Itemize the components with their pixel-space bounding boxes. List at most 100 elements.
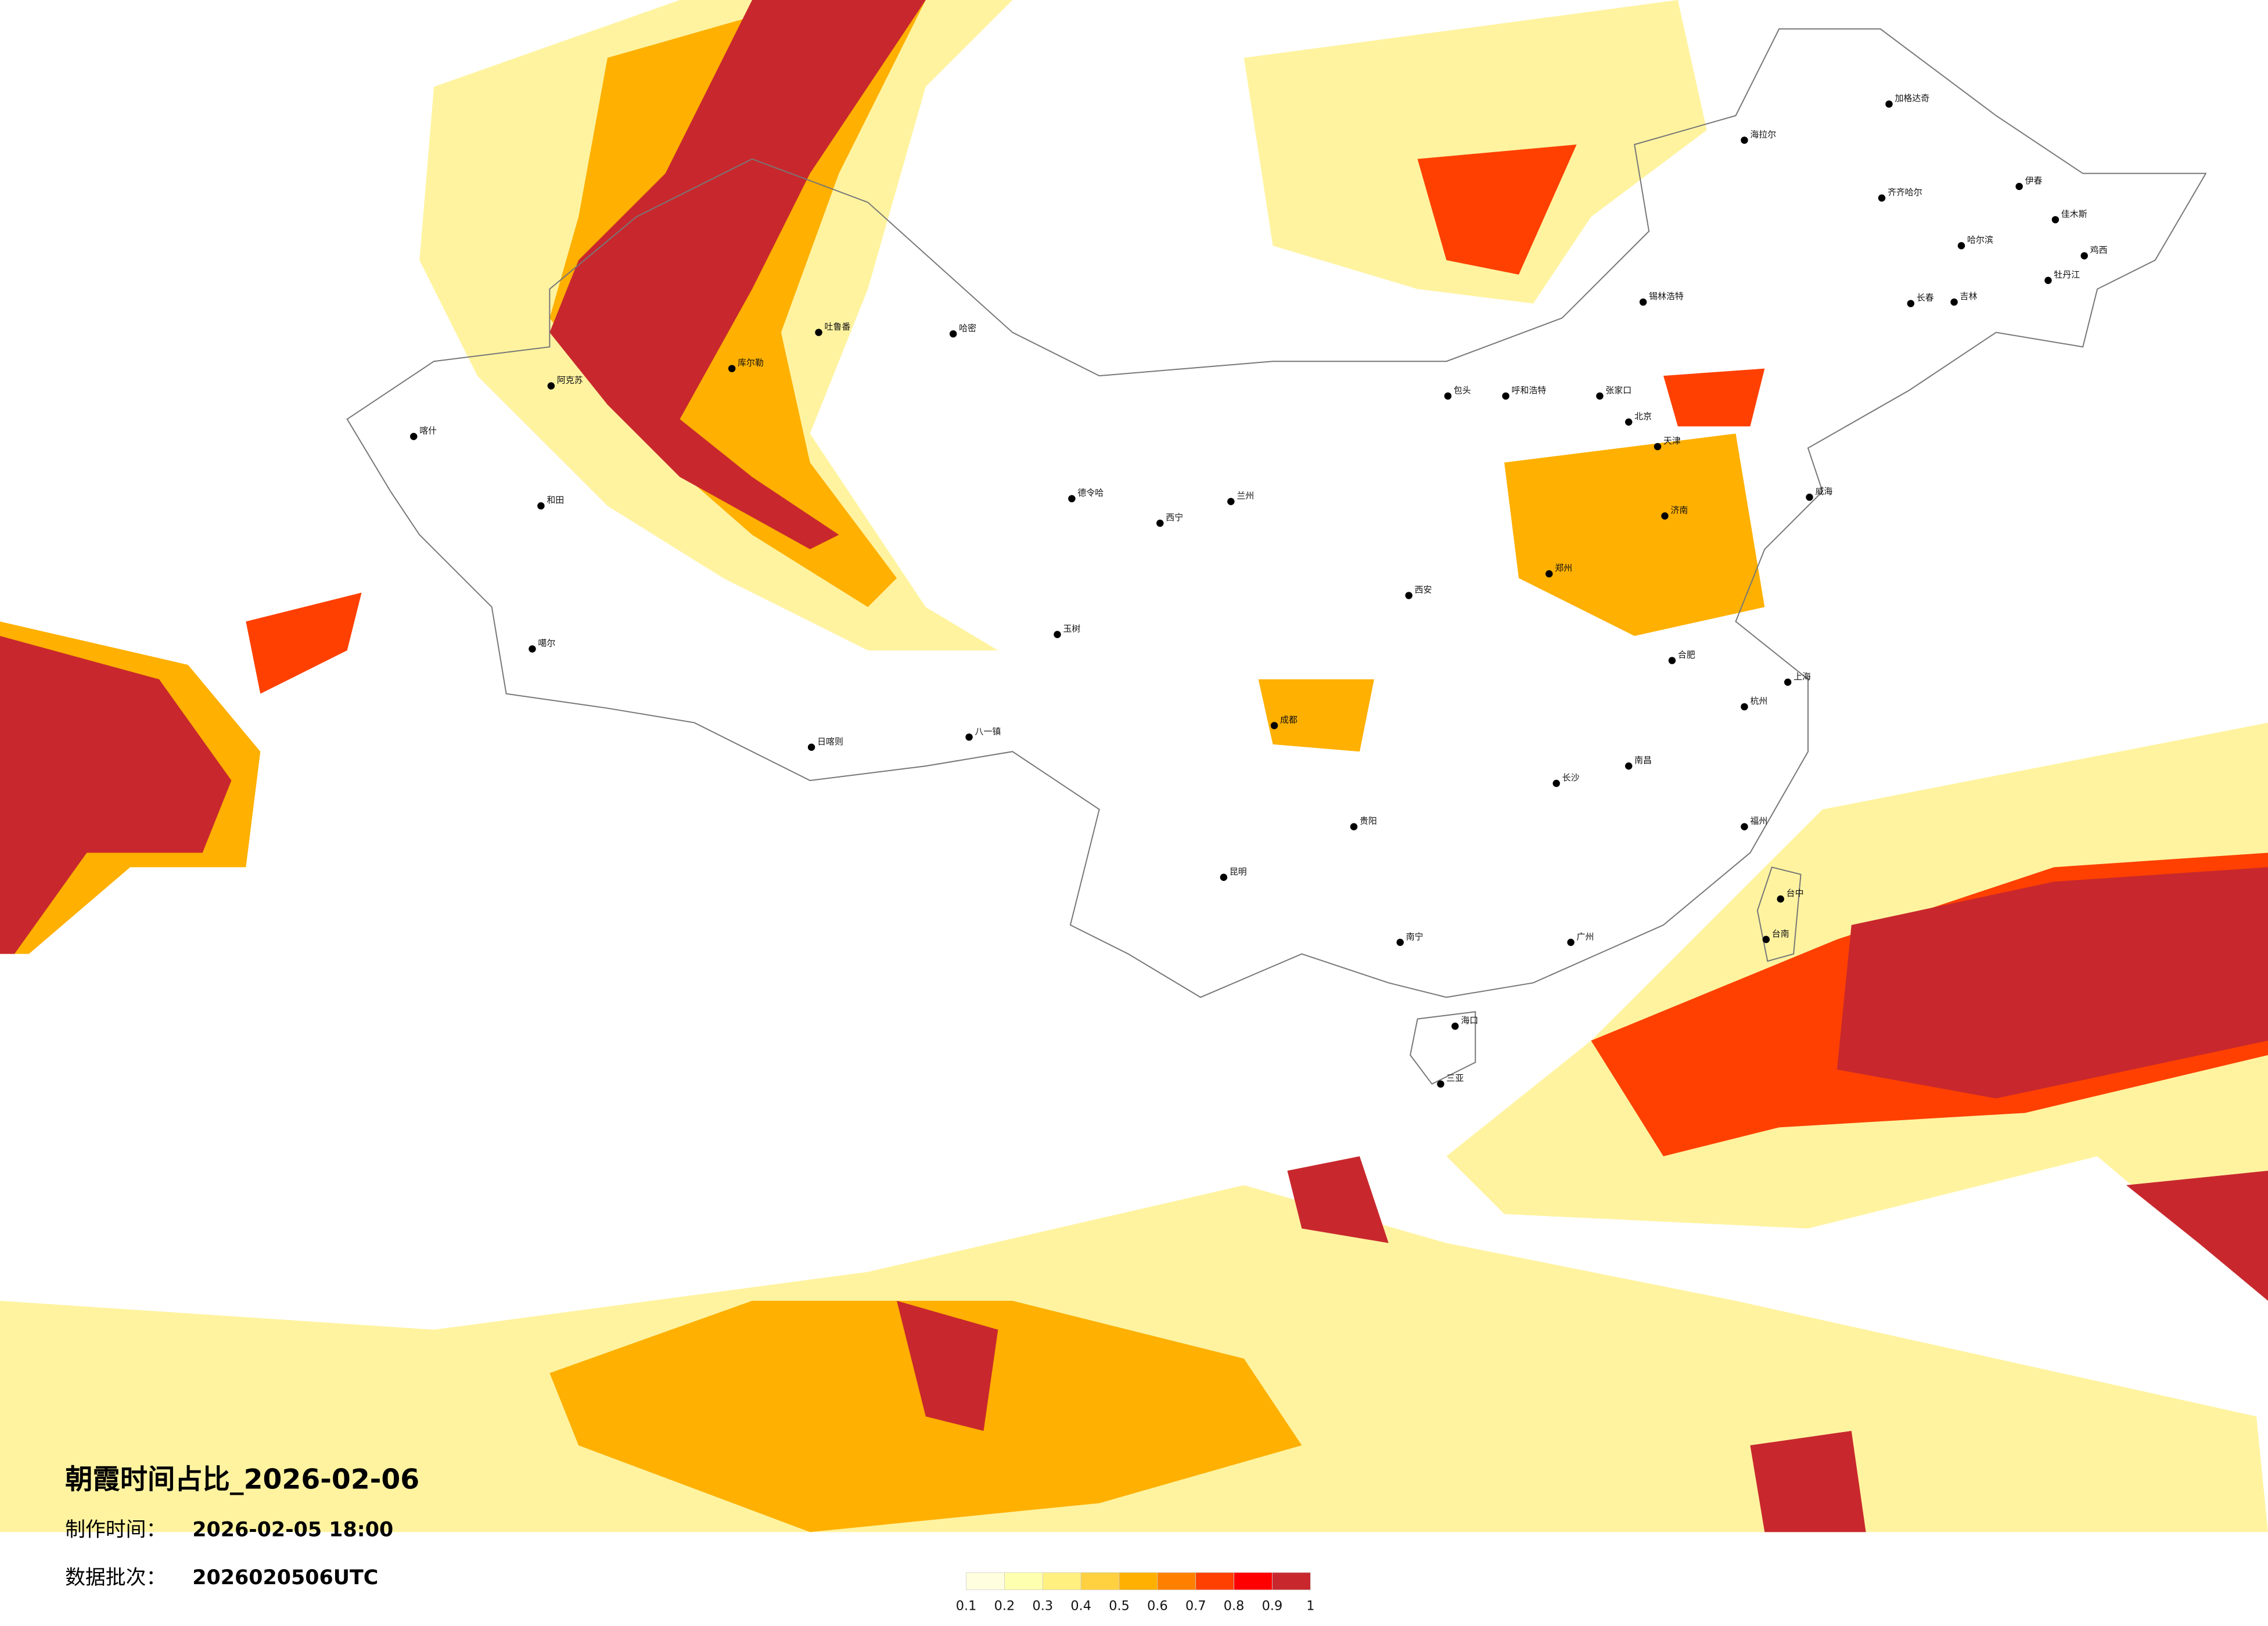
city-label: 西安 <box>1415 584 1432 595</box>
city-dot <box>1625 418 1633 426</box>
city-label: 昆明 <box>1230 866 1247 877</box>
heat-area <box>1258 433 1765 752</box>
heat-area <box>549 0 926 549</box>
city-dot <box>1545 570 1553 578</box>
city-label: 南昌 <box>1634 755 1652 765</box>
city-label: 杭州 <box>1750 696 1767 706</box>
colorbar-tick-label: 0.3 <box>1033 1599 1054 1614</box>
borders <box>346 28 2207 1085</box>
city-dot <box>965 733 973 741</box>
city-dot <box>1777 895 1784 903</box>
colorbar-tick-label: 0.1 <box>956 1599 977 1614</box>
city-dot <box>1451 1022 1459 1030</box>
city-dot <box>1957 242 1965 250</box>
city-label: 三亚 <box>1446 1073 1464 1084</box>
city-label: 锡林浩特 <box>1649 291 1684 301</box>
city-label: 南宁 <box>1406 931 1424 942</box>
city-dot <box>529 645 536 653</box>
colorbar-tick-label: 0.2 <box>994 1599 1015 1614</box>
city-label: 鸡西 <box>2090 245 2108 256</box>
city-dot <box>2051 216 2059 224</box>
city-dot <box>1878 194 1886 202</box>
city-dot <box>1437 1080 1444 1088</box>
city-label: 和田 <box>547 495 564 505</box>
city-label: 合肥 <box>1678 649 1695 660</box>
city-label: 阿克苏 <box>557 375 583 386</box>
city-label: 德令哈 <box>1077 488 1104 498</box>
colorbar-tick-label: 0.7 <box>1185 1599 1206 1614</box>
city-dot <box>1784 678 1792 686</box>
city-label: 张家口 <box>1605 385 1631 395</box>
city-dot <box>949 330 957 338</box>
heat-area <box>1243 0 1707 304</box>
city-label: 喀什 <box>419 426 437 436</box>
city-dot <box>410 433 418 440</box>
made-label: 制作时间： <box>65 1519 166 1542</box>
colorbar-swatch <box>1080 1572 1120 1591</box>
city-dot <box>1950 298 1958 306</box>
city-dot <box>1885 100 1893 108</box>
city-label: 上海 <box>1793 671 1811 682</box>
heat-area <box>246 592 362 694</box>
city-label: 北京 <box>1634 411 1652 422</box>
city-label: 台南 <box>1772 929 1789 939</box>
country-border <box>346 28 2207 998</box>
city-label: 成都 <box>1280 714 1297 725</box>
city-label: 兰州 <box>1237 491 1254 501</box>
colorbar-swatch <box>1157 1572 1196 1591</box>
batch-id: 2026020506UTC <box>192 1566 378 1589</box>
colorbar-tick-label: 0.5 <box>1109 1599 1130 1614</box>
city-label: 福州 <box>1750 816 1767 826</box>
city-dot <box>1350 823 1358 830</box>
city-label: 吐鲁番 <box>825 321 851 332</box>
colorbar-tick-label: 1 <box>1306 1599 1314 1614</box>
city-label: 西宁 <box>1166 512 1183 523</box>
city-dot <box>1907 300 1915 307</box>
city-dot <box>1567 938 1575 946</box>
city-label: 齐齐哈尔 <box>1888 187 1922 197</box>
city-dot <box>807 743 815 751</box>
city-label: 噶尔 <box>538 638 555 649</box>
colorbar-tick-label: 0.9 <box>1262 1599 1283 1614</box>
city-label: 日喀则 <box>817 736 843 747</box>
city-dot <box>1270 722 1278 729</box>
island-border <box>1410 866 1802 1085</box>
city-label: 哈密 <box>959 323 976 333</box>
city-dot <box>1552 779 1560 787</box>
colorbar-swatch <box>1042 1572 1081 1591</box>
city-dot <box>1625 762 1633 770</box>
colorbar-tick-label: 0.4 <box>1070 1599 1091 1614</box>
city-dot <box>1654 443 1662 451</box>
city-label: 威海 <box>1815 486 1832 497</box>
city-dot <box>1405 592 1412 599</box>
city-dot <box>815 329 822 336</box>
city-dot <box>1741 703 1748 711</box>
city-dot <box>2015 182 2023 190</box>
city-dot <box>728 365 736 372</box>
city-label: 包头 <box>1454 385 1471 395</box>
batch-label: 数据批次： <box>65 1566 166 1589</box>
city-label: 玉树 <box>1063 624 1080 634</box>
city-label: 海口 <box>1461 1015 1478 1026</box>
city-dot <box>1661 512 1669 520</box>
heat-area <box>1836 867 2268 1099</box>
colorbar-swatch <box>1004 1572 1043 1591</box>
city-dot <box>1668 657 1676 664</box>
map-title: 朝霞时间占比_2026-02-06 <box>65 1464 419 1496</box>
city-dot <box>1762 936 1770 943</box>
colorbar-swatch <box>1195 1572 1234 1591</box>
city-dot <box>1220 873 1228 881</box>
city-label: 台中 <box>1787 888 1804 898</box>
colorbar-swatch <box>1119 1572 1158 1591</box>
city-dot <box>2044 276 2052 285</box>
city-label: 广州 <box>1577 931 1594 942</box>
city-label: 吉林 <box>1960 291 1978 301</box>
heat-layer <box>0 0 2268 1533</box>
city-dot <box>1444 392 1452 400</box>
city-dot <box>1806 493 1813 501</box>
city-dot <box>1502 392 1509 400</box>
heat-area <box>1417 144 1577 275</box>
